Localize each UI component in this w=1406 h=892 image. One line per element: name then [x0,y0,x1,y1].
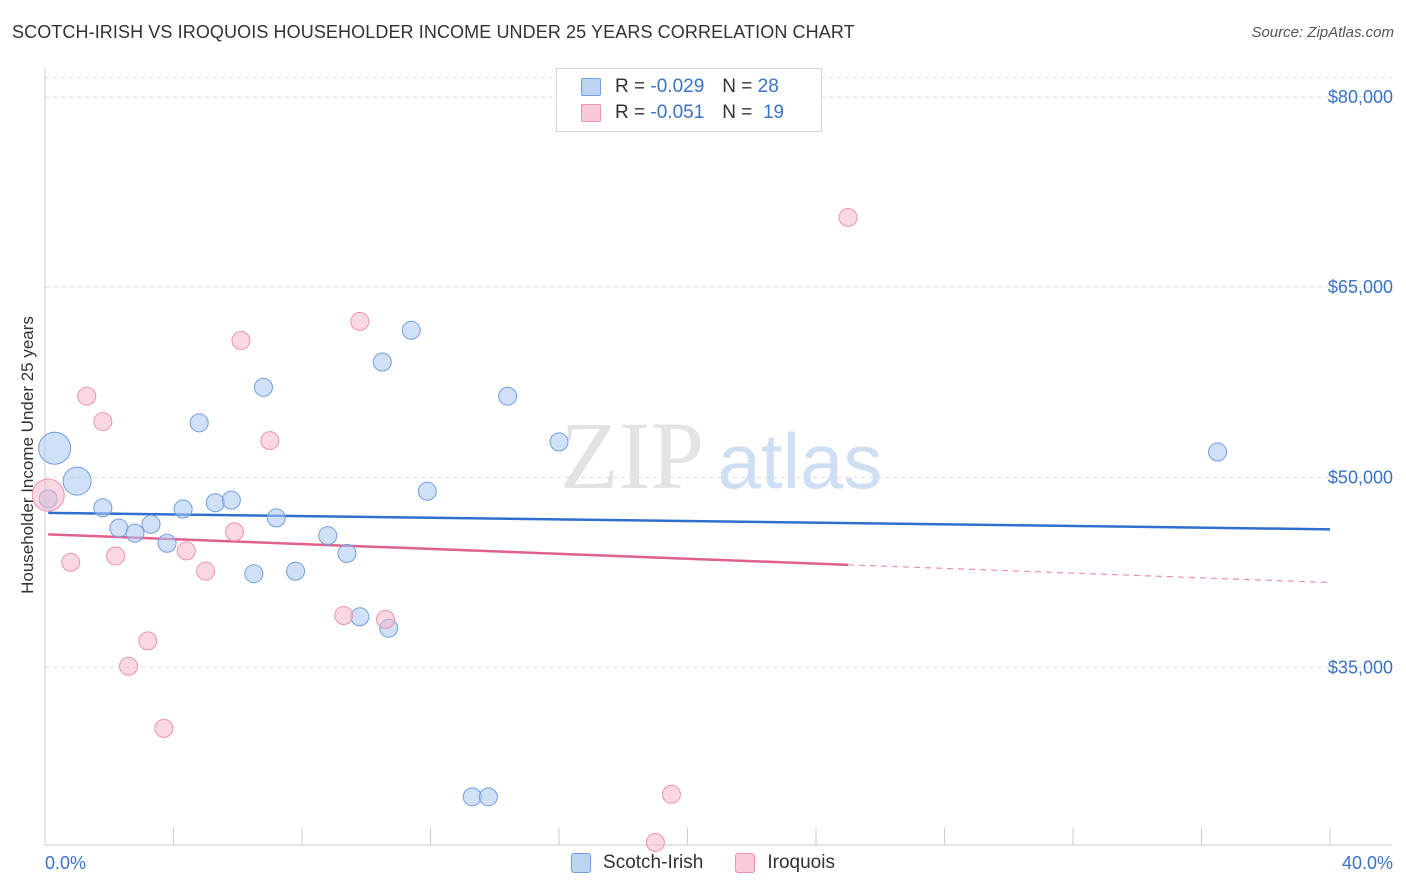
iroquois-point [106,546,126,566]
series-legend: Scotch-Irish Iroquois [0,852,1406,874]
scotch-irish-point [109,518,129,538]
r-value: -0.051 [650,102,705,123]
scotch-irish-point [266,508,286,528]
r-label: R = [615,76,646,97]
scotch-irish-point [549,432,569,452]
iroquois-point [350,311,370,331]
iroquois-point [334,606,354,626]
n-value: 19 [762,102,785,123]
iroquois-point [31,478,65,512]
x-tick-label: 40.0% [1342,853,1393,873]
n-value: 28 [757,76,779,97]
tick-labels: $35,000 $50,000 $65,000 $80,000 0.0% 40.0% [45,87,1393,873]
watermark: ZIP atlas [560,402,882,509]
scotch-irish-point [318,526,338,546]
iroquois-point [119,656,139,676]
iroquois-point [376,609,396,629]
scotch-irish-point [189,413,209,433]
scotch-irish-point [286,561,306,581]
scotch-irish-point [401,320,421,340]
legend-item-scotch-irish[interactable]: Scotch-Irish [571,852,703,874]
scotch-irish-point [498,386,518,406]
scotch-irish-point [1208,442,1228,462]
scotch-irish-point [205,493,225,513]
source-note: Source: ZipAtlas.com [1251,24,1394,41]
iroquois-point [838,207,858,227]
iroquois-point [77,386,97,406]
iroquois-point [661,784,681,804]
scotch-irish-point [141,514,161,534]
scotch-irish-point [125,523,145,543]
watermark-zip: ZIP [560,402,704,509]
scotch-irish-point [372,352,392,372]
y-tick-label: $50,000 [1328,467,1393,487]
legend-swatch-scotch-irish [581,78,601,96]
n-label: N = [722,76,753,97]
legend-row-iroquois: R = -0.051 N = 19 [581,101,784,125]
legend-item-iroquois[interactable]: Iroquois [735,852,835,874]
scotch-irish-trend-line [48,511,1331,531]
legend-label-scotch-irish: Scotch-Irish [603,852,704,873]
iroquois-point [231,330,251,350]
legend-row-scotch-irish: R = -0.029 N = 28 [581,75,779,99]
r-label: R = [615,102,646,123]
scotch-irish-point [478,787,498,807]
stats-legend: R = -0.029 N = 28 R = -0.051 N = 19 [556,68,822,132]
scotch-irish-point [93,498,113,518]
legend-swatch-iroquois [735,853,756,873]
scotch-irish-point [38,431,72,465]
chart-title: SCOTCH-IRISH VS IROQUOIS HOUSEHOLDER INC… [12,22,855,42]
scotch-irish-point [350,607,370,627]
x-tick-label: 0.0% [45,853,86,873]
iroquois-point [154,718,174,738]
iroquois-point [138,631,158,651]
legend-swatch-iroquois [581,104,601,122]
trend-lines [48,511,1331,584]
scotch-irish-point [62,466,92,496]
iroquois-point [225,522,245,542]
iroquois-trend-line [48,533,849,567]
y-tick-label: $65,000 [1328,277,1393,297]
y-tick-label: $35,000 [1328,658,1393,678]
scotch-irish-point [157,533,177,553]
iroquois-point [176,541,196,561]
watermark-atlas: atlas [718,417,883,505]
scotch-irish-point [253,377,273,397]
iroquois-point [260,431,280,451]
iroquois-point [196,561,216,581]
data-points [31,207,1228,852]
r-value: -0.029 [650,76,705,97]
scotch-irish-point [462,787,482,807]
legend-swatch-scotch-irish [571,853,592,873]
scotch-irish-point [337,543,357,563]
legend-label-iroquois: Iroquois [767,852,835,873]
y-tick-label: $80,000 [1328,87,1393,107]
scotch-irish-point [221,490,241,510]
scotch-irish-point [173,499,193,519]
iroquois-point [61,552,81,572]
iroquois-point [93,412,113,432]
scotch-irish-point [417,481,437,501]
iroquois-trend-extension [848,564,1331,584]
iroquois-point [645,832,665,852]
scotch-irish-point [244,564,264,584]
n-label: N = [722,102,753,123]
